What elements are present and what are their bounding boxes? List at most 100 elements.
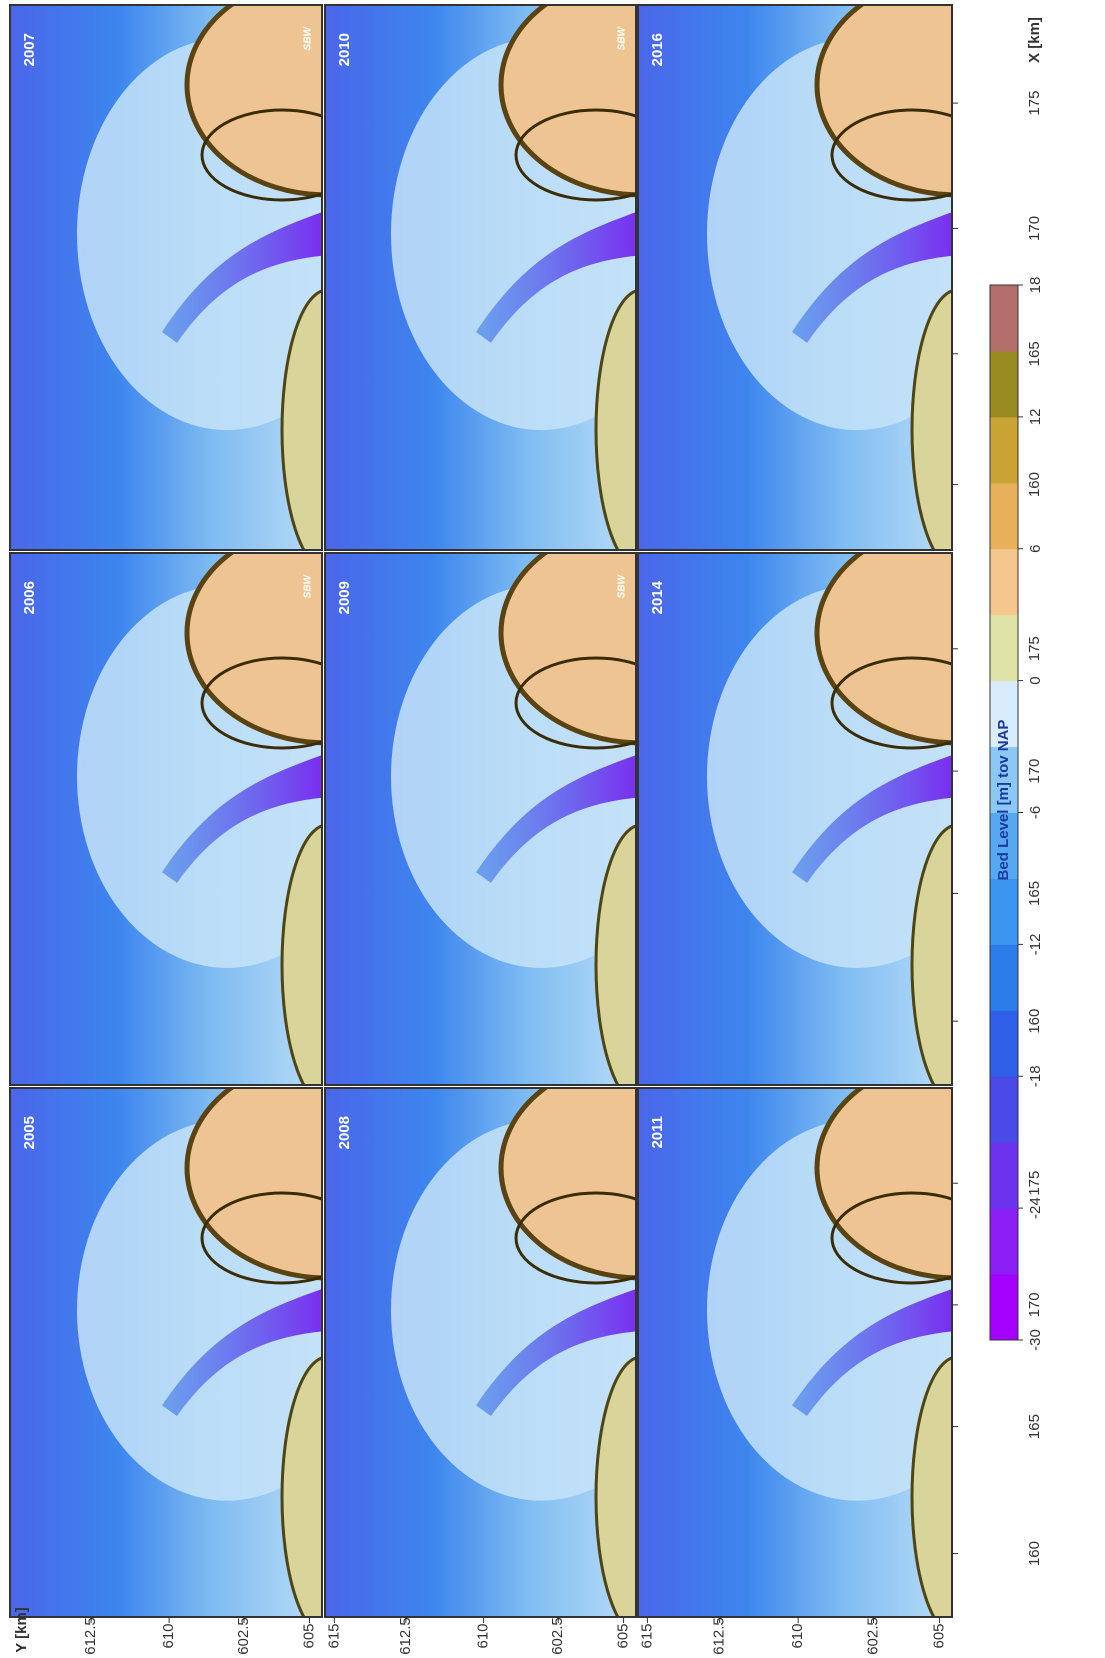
channel — [476, 1289, 636, 1416]
y-tick-label: 610 — [789, 1623, 806, 1648]
colorbar-segment — [990, 548, 1018, 616]
colorbar-segment — [990, 680, 1018, 748]
map-panel — [325, 1088, 636, 1617]
colorbar-segment — [990, 614, 1018, 682]
panel-year: 2006 — [21, 581, 38, 614]
colorbar-tick-label: 6 — [1027, 545, 1044, 553]
island — [280, 824, 322, 1085]
island — [498, 553, 636, 746]
y-tick-label: 602.5 — [549, 1617, 566, 1655]
colorbar-segment — [990, 1076, 1018, 1143]
y-tick-label: 612.5 — [397, 1617, 414, 1655]
channel — [792, 1289, 952, 1416]
channel — [162, 212, 322, 343]
island-dune — [514, 108, 636, 202]
colorbar-segment — [990, 746, 1018, 813]
x-tick-label: 165 — [1026, 1414, 1043, 1439]
island — [910, 824, 952, 1085]
island — [594, 1356, 636, 1617]
panel-year: 2011 — [649, 1116, 666, 1149]
island-dune — [830, 108, 952, 202]
y-tick-label: 610 — [160, 1623, 177, 1648]
panel-note: SBW — [617, 25, 628, 50]
colorbar-segment — [990, 350, 1018, 418]
colorbar-segment — [990, 944, 1018, 1011]
map-panel — [325, 5, 636, 550]
panel-note: SBW — [303, 573, 314, 598]
colorbar-tick-label: -24 — [1027, 1197, 1044, 1219]
y-tick-label: 615 — [638, 1623, 655, 1648]
island-dune — [514, 1191, 636, 1285]
island — [280, 289, 322, 550]
island — [814, 1088, 952, 1281]
island — [498, 1088, 636, 1281]
panel-frame — [324, 552, 637, 1086]
colorbar-tick-label: -30 — [1027, 1329, 1044, 1351]
island-dune — [200, 1191, 322, 1285]
panel-year: 2016 — [649, 33, 666, 66]
panel-frame — [324, 4, 637, 551]
colorbar-segment — [990, 285, 1018, 352]
channel — [162, 1289, 322, 1416]
island — [280, 1356, 322, 1617]
colorbar-segment — [990, 878, 1018, 945]
island — [184, 5, 322, 198]
panel-note: SBW — [617, 573, 628, 598]
island — [498, 5, 636, 198]
panel-frame — [9, 4, 323, 551]
panel-frame — [324, 1087, 637, 1618]
panel-year: 2010 — [336, 33, 353, 66]
panel-frame — [637, 4, 953, 551]
x-tick-label: 175 — [1026, 91, 1043, 116]
y-tick-label: 602.5 — [235, 1617, 252, 1655]
channel — [792, 212, 952, 343]
y-tick-label: 602.5 — [864, 1617, 881, 1655]
x-tick-label: 165 — [1026, 881, 1043, 906]
colorbar-segment — [990, 1274, 1018, 1341]
x-tick-label: 170 — [1026, 1292, 1043, 1317]
colorbar-segment — [990, 1010, 1018, 1077]
panel-frame — [9, 1087, 323, 1618]
panel-year: 2008 — [336, 1116, 353, 1149]
island — [184, 553, 322, 746]
map-panel — [638, 553, 952, 1085]
island-dune — [514, 656, 636, 750]
island — [594, 289, 636, 550]
y-tick-label: 615 — [325, 1623, 342, 1648]
island-dune — [200, 108, 322, 202]
x-tick-label: 175 — [1026, 636, 1043, 661]
x-tick-label: 160 — [1026, 1009, 1043, 1034]
island-dune — [830, 1191, 952, 1285]
island-dune — [200, 656, 322, 750]
y-axis-label: Y [km] — [13, 1607, 30, 1653]
colorbar-tick-label: 12 — [1027, 409, 1044, 426]
colorbar-segment — [990, 482, 1018, 550]
colorbar-tick-label: 0 — [1027, 676, 1044, 684]
panel-frame — [9, 552, 323, 1086]
y-tick-label: 605 — [300, 1623, 317, 1648]
colorbar-segment — [990, 1208, 1018, 1275]
island — [910, 289, 952, 550]
map-panel — [325, 553, 636, 1085]
x-tick-label: 175 — [1026, 1171, 1043, 1196]
channel — [476, 212, 636, 343]
y-tick-label: 605 — [615, 1623, 632, 1648]
colorbar-segment — [990, 812, 1018, 879]
colorbar-tick-label: -18 — [1027, 1065, 1044, 1087]
map-panel — [10, 5, 322, 550]
panel-year: 2007 — [21, 33, 38, 66]
x-tick-label: 170 — [1026, 759, 1043, 784]
island — [814, 5, 952, 198]
y-tick-label: 610 — [475, 1623, 492, 1648]
y-tick-label: 612.5 — [711, 1617, 728, 1655]
colorbar-tick-label: -12 — [1027, 934, 1044, 956]
colorbar-label: Bed Level [m] tov NAP — [995, 720, 1012, 881]
island — [814, 553, 952, 746]
island-dune — [830, 656, 952, 750]
x-tick-label: 160 — [1026, 1541, 1043, 1566]
map-panel — [10, 553, 322, 1085]
island — [910, 1356, 952, 1617]
colorbar-segment — [990, 1142, 1018, 1209]
map-panel — [10, 1088, 322, 1617]
